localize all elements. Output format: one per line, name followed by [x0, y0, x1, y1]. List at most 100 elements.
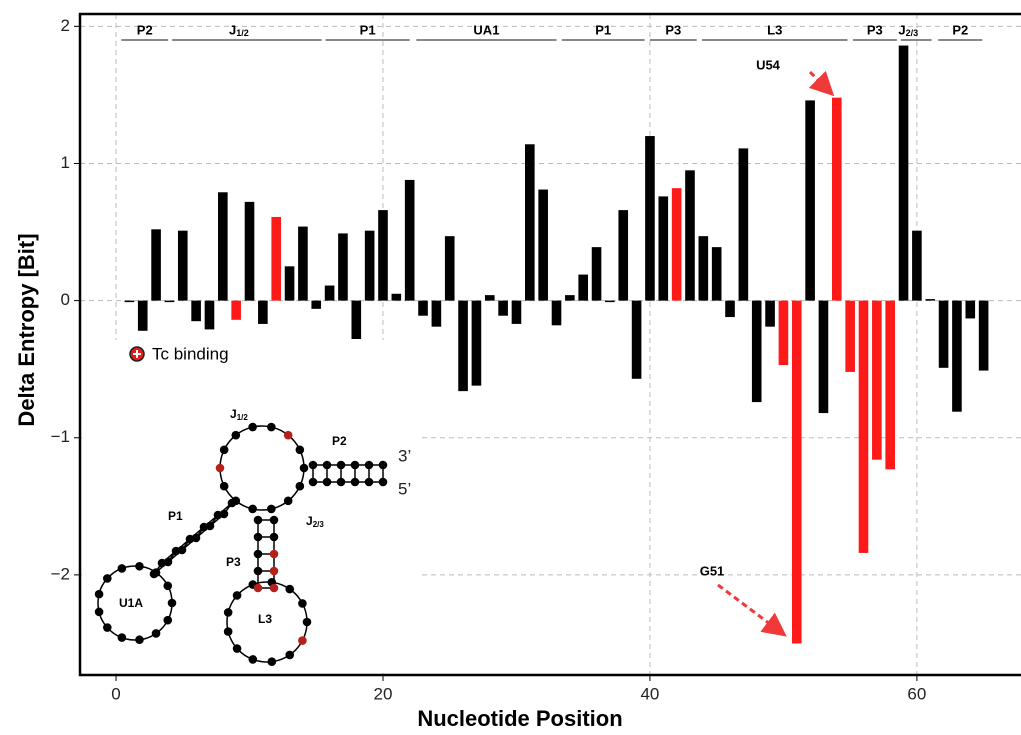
bar — [805, 100, 815, 301]
nucleotide — [299, 463, 309, 473]
y-tick-label: −2 — [51, 564, 70, 583]
nucleotide — [231, 430, 241, 440]
x-axis-label: Nucleotide Position — [417, 706, 622, 731]
bar — [378, 210, 388, 301]
nucleotide — [364, 477, 374, 487]
bar — [658, 196, 669, 301]
nucleotide — [283, 430, 293, 440]
nucleotide — [94, 589, 104, 599]
nucleotide — [167, 598, 177, 608]
region-sub: 2/3 — [906, 28, 919, 38]
bar — [137, 300, 148, 331]
bar — [177, 230, 188, 301]
bar — [458, 300, 468, 392]
bar — [952, 300, 962, 412]
bar — [738, 148, 749, 301]
bar — [324, 285, 335, 301]
inset-label: L3 — [258, 612, 272, 626]
y-tick-label: 2 — [61, 16, 70, 35]
bar — [218, 192, 228, 301]
nucleotide — [163, 615, 173, 625]
bar — [845, 300, 855, 372]
bar — [618, 210, 629, 301]
nucleotide — [171, 546, 181, 556]
bar — [591, 247, 602, 301]
nucleotide — [267, 657, 277, 667]
bar — [525, 144, 535, 301]
y-tick-label: −1 — [51, 427, 70, 446]
bar — [498, 300, 508, 316]
inset-label: P2 — [332, 434, 347, 448]
x-tick-label: 60 — [907, 684, 926, 703]
nucleotide — [232, 591, 242, 600]
nucleotide — [248, 422, 257, 432]
legend-label: Tc binding — [152, 344, 229, 363]
bar — [778, 300, 789, 366]
y-tick-label: 1 — [61, 153, 70, 172]
nucleotide — [223, 627, 233, 636]
bar — [858, 300, 869, 553]
nucleotide — [285, 650, 295, 660]
bar — [725, 300, 735, 318]
bar — [698, 236, 709, 301]
nucleotide — [336, 460, 346, 470]
nucleotide — [135, 561, 144, 571]
nucleotide — [253, 515, 263, 525]
nucleotide — [336, 477, 346, 487]
nucleotide — [298, 599, 307, 608]
annotation: U54 — [756, 57, 781, 72]
bar — [431, 300, 442, 327]
nucleotide — [151, 629, 161, 638]
bar — [231, 300, 241, 320]
region-sub: 1/2 — [236, 28, 249, 38]
nucleotide — [298, 636, 307, 645]
nucleotide — [269, 566, 279, 576]
bar — [484, 295, 495, 301]
region-label: UA1 — [473, 22, 499, 37]
nucleotide — [378, 477, 388, 487]
nucleotide — [253, 566, 263, 576]
y-tick-label: 0 — [61, 290, 70, 309]
nucleotide — [350, 460, 360, 470]
nucleotide — [308, 477, 318, 487]
bar — [711, 247, 722, 301]
nucleotide — [213, 510, 223, 520]
nucleotide — [103, 574, 112, 583]
region-label: P1 — [360, 22, 376, 37]
bar — [751, 300, 762, 403]
nucleotide — [117, 633, 127, 642]
bar — [831, 97, 842, 301]
bar — [471, 300, 482, 386]
nucleotide — [223, 608, 233, 617]
nucleotide — [215, 463, 225, 473]
nucleotide — [322, 477, 332, 487]
nucleotide — [269, 515, 279, 525]
y-axis-label: Delta Entropy [Bit] — [14, 233, 39, 426]
bar — [765, 300, 775, 327]
bar — [885, 300, 895, 470]
bar — [191, 300, 201, 322]
bar — [965, 300, 976, 319]
bar — [551, 300, 562, 326]
nucleotide — [219, 445, 229, 455]
nucleotide — [253, 532, 263, 542]
bar — [204, 300, 215, 330]
nucleotide — [322, 460, 332, 470]
bar — [244, 201, 255, 301]
nucleotide — [267, 504, 276, 514]
nucleotide — [185, 534, 195, 544]
x-tick-label: 40 — [640, 684, 659, 703]
bar — [872, 300, 882, 460]
bar — [284, 266, 295, 301]
annotation: G51 — [700, 563, 725, 578]
nucleotide — [269, 583, 279, 593]
nucleotide — [248, 655, 258, 664]
bar — [511, 300, 522, 324]
bar — [578, 274, 589, 301]
region-label: J2/3 — [898, 22, 918, 38]
bar — [925, 299, 936, 301]
bar — [912, 230, 922, 301]
region-label: P2 — [137, 22, 153, 37]
bar — [444, 236, 455, 301]
